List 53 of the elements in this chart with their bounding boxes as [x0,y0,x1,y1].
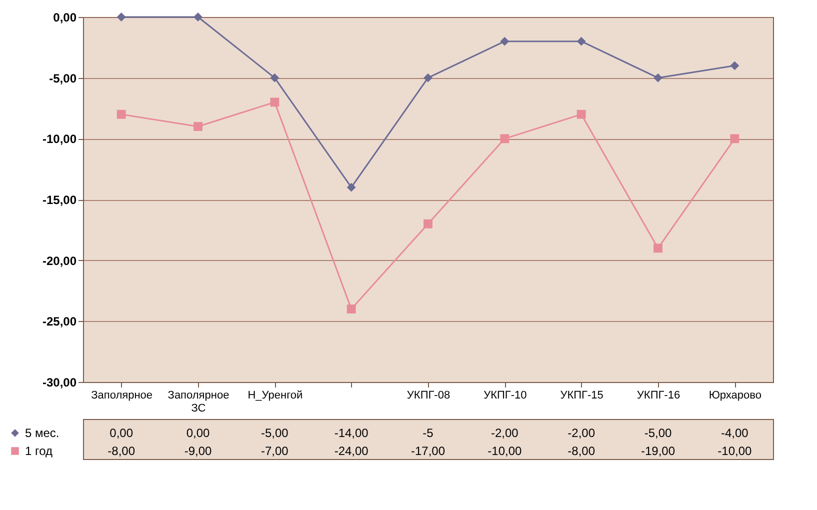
x-tick-label: Н_Уренгой [248,390,303,402]
y-tick-label: -10,00 [42,132,77,146]
point [116,12,126,22]
point [116,110,126,119]
point [576,110,586,119]
data-label: -8,00 [568,444,596,458]
data-label: -7,00 [260,444,289,458]
data-label: 0,00 [186,426,210,440]
point [730,134,740,144]
point [346,182,356,192]
point [654,73,662,82]
legend-label: 5 мес. [25,426,60,440]
data-label: -17,00 [410,444,446,458]
point [424,219,432,228]
data-label: 0,00 [110,426,134,440]
data-label: -10,00 [718,444,752,458]
point [730,61,740,70]
legend-label: 1 год [25,444,53,458]
point [654,244,662,253]
point [194,122,202,131]
y-tick-label: -20,00 [42,254,77,268]
x-tick-label: Заполярное [91,390,153,402]
point [194,12,202,22]
data-label: -5,00 [260,426,289,440]
data-label: -24,00 [334,444,369,458]
point [500,36,510,46]
point [270,73,280,82]
y-tick-label: -25,00 [42,314,77,329]
x-tick-label: Заполярное ЗС [168,390,230,414]
data-label: -5,00 [644,426,672,440]
data-label: -9,00 [184,444,212,458]
y-tick-label: 0,00 [53,10,77,24]
y-tick-label: -5,00 [49,71,77,86]
point [424,73,432,82]
point [576,36,586,46]
data-label: -2,00 [490,426,519,440]
data-label: -8,00 [108,444,136,458]
x-tick-label: УКПГ-10 [484,390,527,402]
y-tick-label: -15,00 [42,193,77,207]
point [500,134,510,144]
x-tick-label: УКПГ-16 [636,390,680,402]
data-label: -2,00 [568,426,596,440]
point [270,98,280,107]
y-tick-label: -30,00 [42,376,77,390]
x-tick-label: УКПГ-15 [560,390,604,402]
x-tick-label: Юрхарово [708,390,762,402]
data-label: -14,00 [334,426,369,440]
x-tick-label: УКПГ-08 [406,390,450,402]
data-label: -4,00 [720,426,749,440]
data-label: -5 [422,426,434,440]
data-label: -19,00 [640,444,676,458]
point [346,304,356,314]
data-label: -10,00 [488,444,522,458]
